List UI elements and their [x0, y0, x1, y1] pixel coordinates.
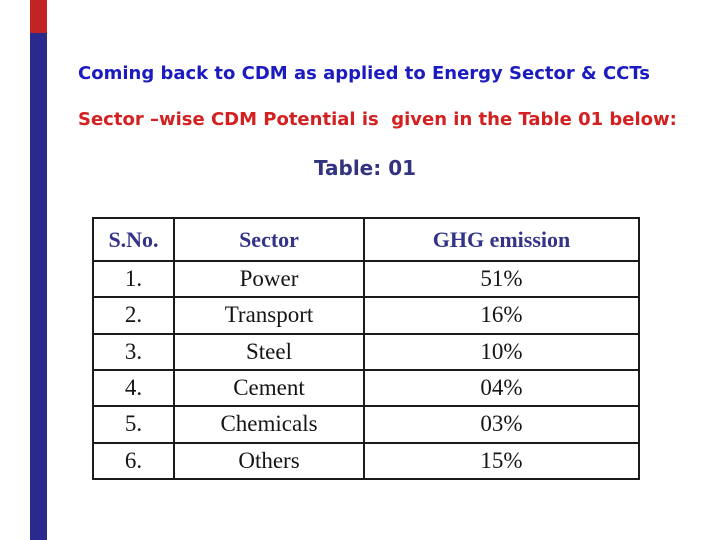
column-header-sector: Sector — [173, 217, 365, 262]
cell-ghg: 04% — [363, 368, 640, 408]
cell-ghg: 16% — [363, 296, 640, 335]
cell-sno: 4. — [92, 368, 175, 408]
cell-sector: Cement — [173, 368, 365, 408]
cell-sno: 5. — [92, 405, 175, 444]
cell-sector: Steel — [173, 332, 365, 371]
heading-line-2: Sector –wise CDM Potential is given in t… — [78, 109, 677, 130]
table-header-row: S.No. Sector GHG emission — [92, 217, 640, 262]
cell-ghg: 03% — [363, 405, 640, 444]
table-row: 5. Chemicals 03% — [92, 405, 640, 444]
cell-sector: Others — [173, 441, 365, 481]
table-row: 3. Steel 10% — [92, 332, 640, 371]
heading-line-1: Coming back to CDM as applied to Energy … — [78, 63, 650, 84]
column-header-ghg: GHG emission — [363, 217, 640, 262]
cell-sno: 6. — [92, 441, 175, 481]
table-row: 6. Others 15% — [92, 441, 640, 481]
column-header-sno: S.No. — [92, 217, 175, 262]
cell-ghg: 15% — [363, 441, 640, 481]
table-row: 4. Cement 04% — [92, 368, 640, 408]
cell-sno: 1. — [92, 259, 175, 299]
table-caption: Table: 01 — [313, 156, 417, 180]
cell-sector: Power — [173, 259, 365, 299]
cell-sector: Transport — [173, 296, 365, 335]
cell-sno: 2. — [92, 296, 175, 335]
table-row: 1. Power 51% — [92, 259, 640, 299]
cell-ghg: 51% — [363, 259, 640, 299]
cell-ghg: 10% — [363, 332, 640, 371]
cell-sno: 3. — [92, 332, 175, 371]
left-accent-bar — [30, 0, 47, 540]
cell-sector: Chemicals — [173, 405, 365, 444]
table-row: 2. Transport 16% — [92, 296, 640, 335]
left-accent-bar-top-segment — [30, 0, 47, 33]
cdm-potential-table: S.No. Sector GHG emission 1. Power 51% 2… — [92, 217, 640, 481]
